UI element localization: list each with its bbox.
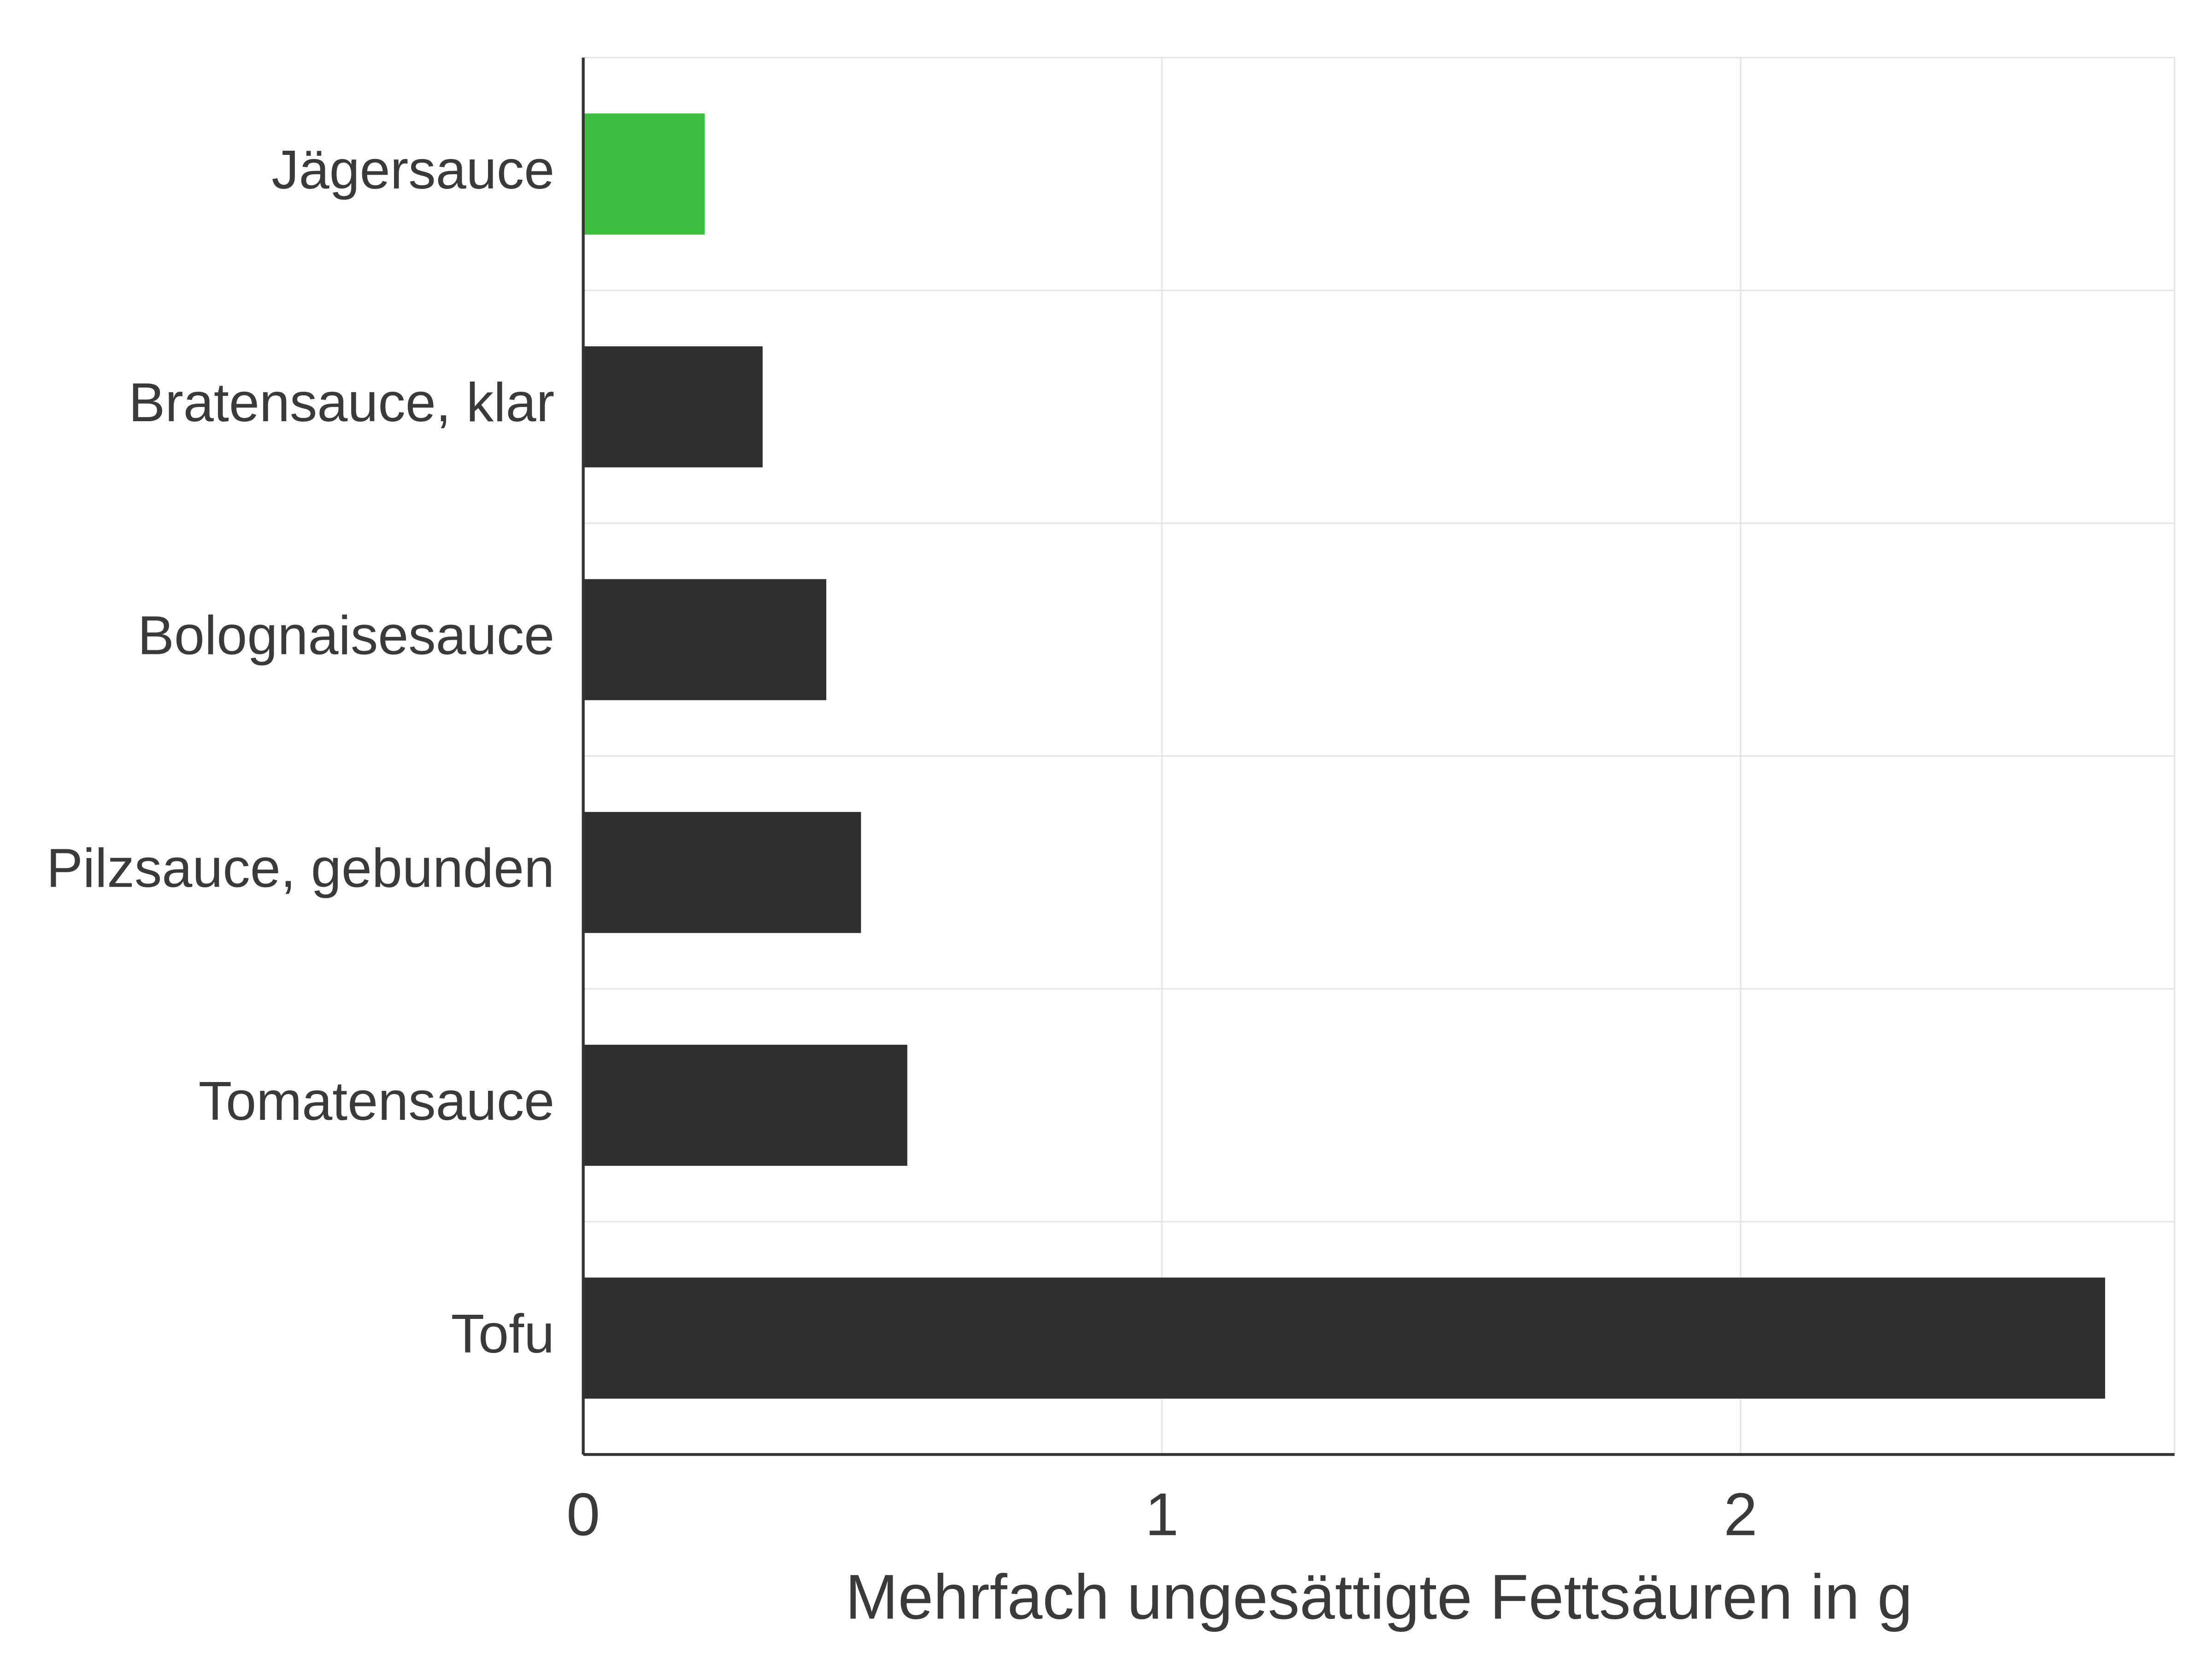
x-tick-label: 2	[1724, 1480, 1757, 1548]
x-tick-label: 0	[566, 1480, 600, 1548]
bar	[583, 346, 763, 467]
y-axis-label: Tomatensauce	[199, 1071, 554, 1132]
bar	[583, 113, 705, 235]
y-axis-label: Jägersauce	[271, 139, 554, 200]
chart-background	[0, 0, 2212, 1659]
bar	[583, 812, 861, 933]
chart-container: Jägersauce Bratensauce, klar Bolognaisesau…	[0, 0, 2212, 1659]
y-axis-label: Pilzsauce, gebunden	[47, 838, 555, 899]
x-axis-title: Mehrfach ungesättigte Fettsäuren in g	[845, 1562, 1912, 1633]
bar	[583, 1277, 2105, 1399]
bar	[583, 1045, 907, 1166]
y-axis-label: Bolognaisesauce	[138, 605, 554, 666]
bar	[583, 579, 826, 700]
x-tick-label: 1	[1145, 1480, 1179, 1548]
y-axis-label: Tofu	[451, 1303, 554, 1365]
y-axis-label: Bratensauce, klar	[129, 372, 554, 433]
bar-chart: Jägersauce Bratensauce, klar Bolognaisesau…	[0, 0, 2212, 1659]
